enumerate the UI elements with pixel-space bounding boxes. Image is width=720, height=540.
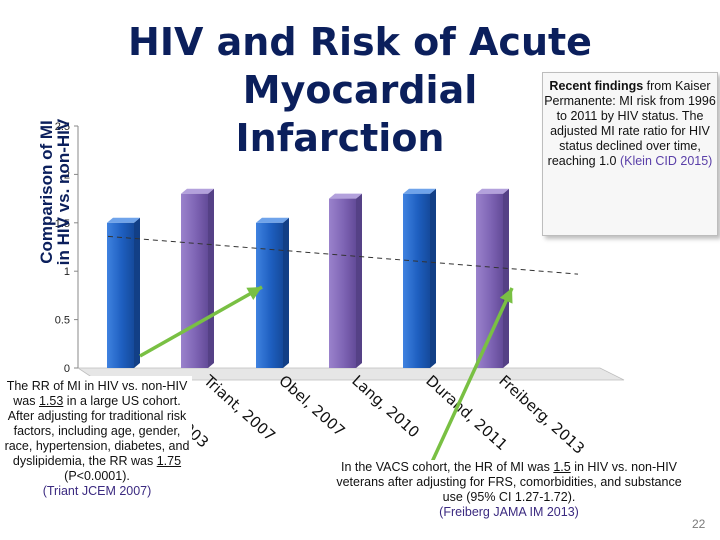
callout-citation: (Freiberg JAMA IM 2013): [439, 505, 579, 519]
arrow-shaft: [139, 285, 263, 358]
y-tick-label: 2: [64, 169, 70, 181]
callout-text-a: The RR of MI in HIV vs. non-HIV was: [6, 379, 188, 408]
bar-1: [107, 217, 140, 368]
y-axis: 0 0.5 1 1.5 2 2.5: [55, 121, 79, 375]
page-number: 22: [692, 517, 706, 531]
bar-4: [329, 193, 362, 368]
callout-text-a: In the VACS cohort, the HR of MI was: [340, 460, 554, 474]
bars-group: [107, 188, 509, 368]
callout-bold-lead: Recent findings: [549, 79, 644, 93]
arrow-head: [246, 287, 262, 300]
bar-side: [430, 188, 436, 368]
bar-top: [181, 188, 214, 194]
bar-top: [476, 188, 509, 194]
callout-citation: (Triant JCEM 2007): [42, 484, 152, 498]
y-tick-label: 1: [64, 266, 70, 278]
bar-top: [329, 193, 362, 199]
callout-body: from Kaiser Permanente: MI risk from 199…: [544, 79, 716, 168]
bar-front: [256, 222, 283, 368]
arrow-head: [499, 288, 513, 304]
arrow-to-triant-bar: [139, 285, 263, 358]
arrow-shaft: [430, 287, 514, 463]
bar-front: [107, 222, 134, 368]
callout-value-a: 1.5: [553, 460, 571, 474]
bar-front: [403, 193, 430, 368]
triant-findings-callout: The RR of MI in HIV vs. non-HIV was 1.53…: [2, 376, 192, 521]
bar-side: [356, 193, 362, 368]
x-tick-label: Obel, 2007: [275, 372, 348, 441]
x-tick-label: Freiberg, 2013: [495, 372, 588, 458]
title-line-2: Infarction: [235, 116, 445, 160]
y-tick-label: 1.5: [55, 218, 70, 230]
y-tick-label: 0.5: [55, 315, 70, 327]
y-tick-label: 0: [64, 363, 70, 375]
y-tick-label: 2.5: [55, 121, 70, 133]
x-tick-label: Triant, 2007: [200, 371, 279, 445]
slide-title: HIV and Risk of Acute Myocardial Infarct…: [60, 18, 660, 162]
title-line-1: HIV and Risk of Acute Myocardial: [128, 20, 592, 112]
bar-side: [134, 217, 140, 368]
vacs-findings-callout: In the VACS cohort, the HR of MI was 1.5…: [326, 460, 692, 520]
callout-citation: (Klein CID 2015): [619, 154, 713, 168]
bar-front: [329, 198, 356, 368]
bar-top: [403, 188, 436, 194]
bar-side: [208, 188, 214, 368]
bar-front: [181, 193, 208, 368]
callout-value-b: 1.75: [156, 454, 182, 468]
bar-3: [256, 217, 289, 368]
y-axis-title: Comparison of MI in HIV vs. non-HIV: [37, 102, 73, 282]
bar-5: [403, 188, 436, 368]
y-axis-title-line-1: Comparison of MI: [37, 120, 56, 264]
bar-top: [107, 217, 140, 223]
trendline: [107, 235, 579, 275]
bar-2: [181, 188, 214, 368]
callout-text-b: in a large US cohort. After adjusting fo…: [4, 394, 190, 468]
arrow-to-freiberg-bar: [430, 287, 514, 463]
bar-top: [256, 217, 289, 223]
kaiser-findings-callout: Recent findings from Kaiser Permanente: …: [542, 72, 718, 236]
trendline-group: [107, 235, 579, 275]
callout-text-b: in HIV vs. non-HIV veterans after adjust…: [336, 460, 682, 504]
x-tick-label: Lang, 2010: [348, 372, 423, 442]
bar-side: [283, 217, 289, 368]
bar-side: [503, 188, 509, 368]
callout-value-a: 1.53: [38, 394, 64, 408]
bar-6: [476, 188, 509, 368]
bar-front: [476, 193, 503, 368]
callout-arrows: [139, 285, 514, 463]
y-axis-title-line-2: in HIV vs. non-HIV: [54, 118, 73, 266]
callout-text-c: (P<0.0001).: [64, 469, 130, 483]
